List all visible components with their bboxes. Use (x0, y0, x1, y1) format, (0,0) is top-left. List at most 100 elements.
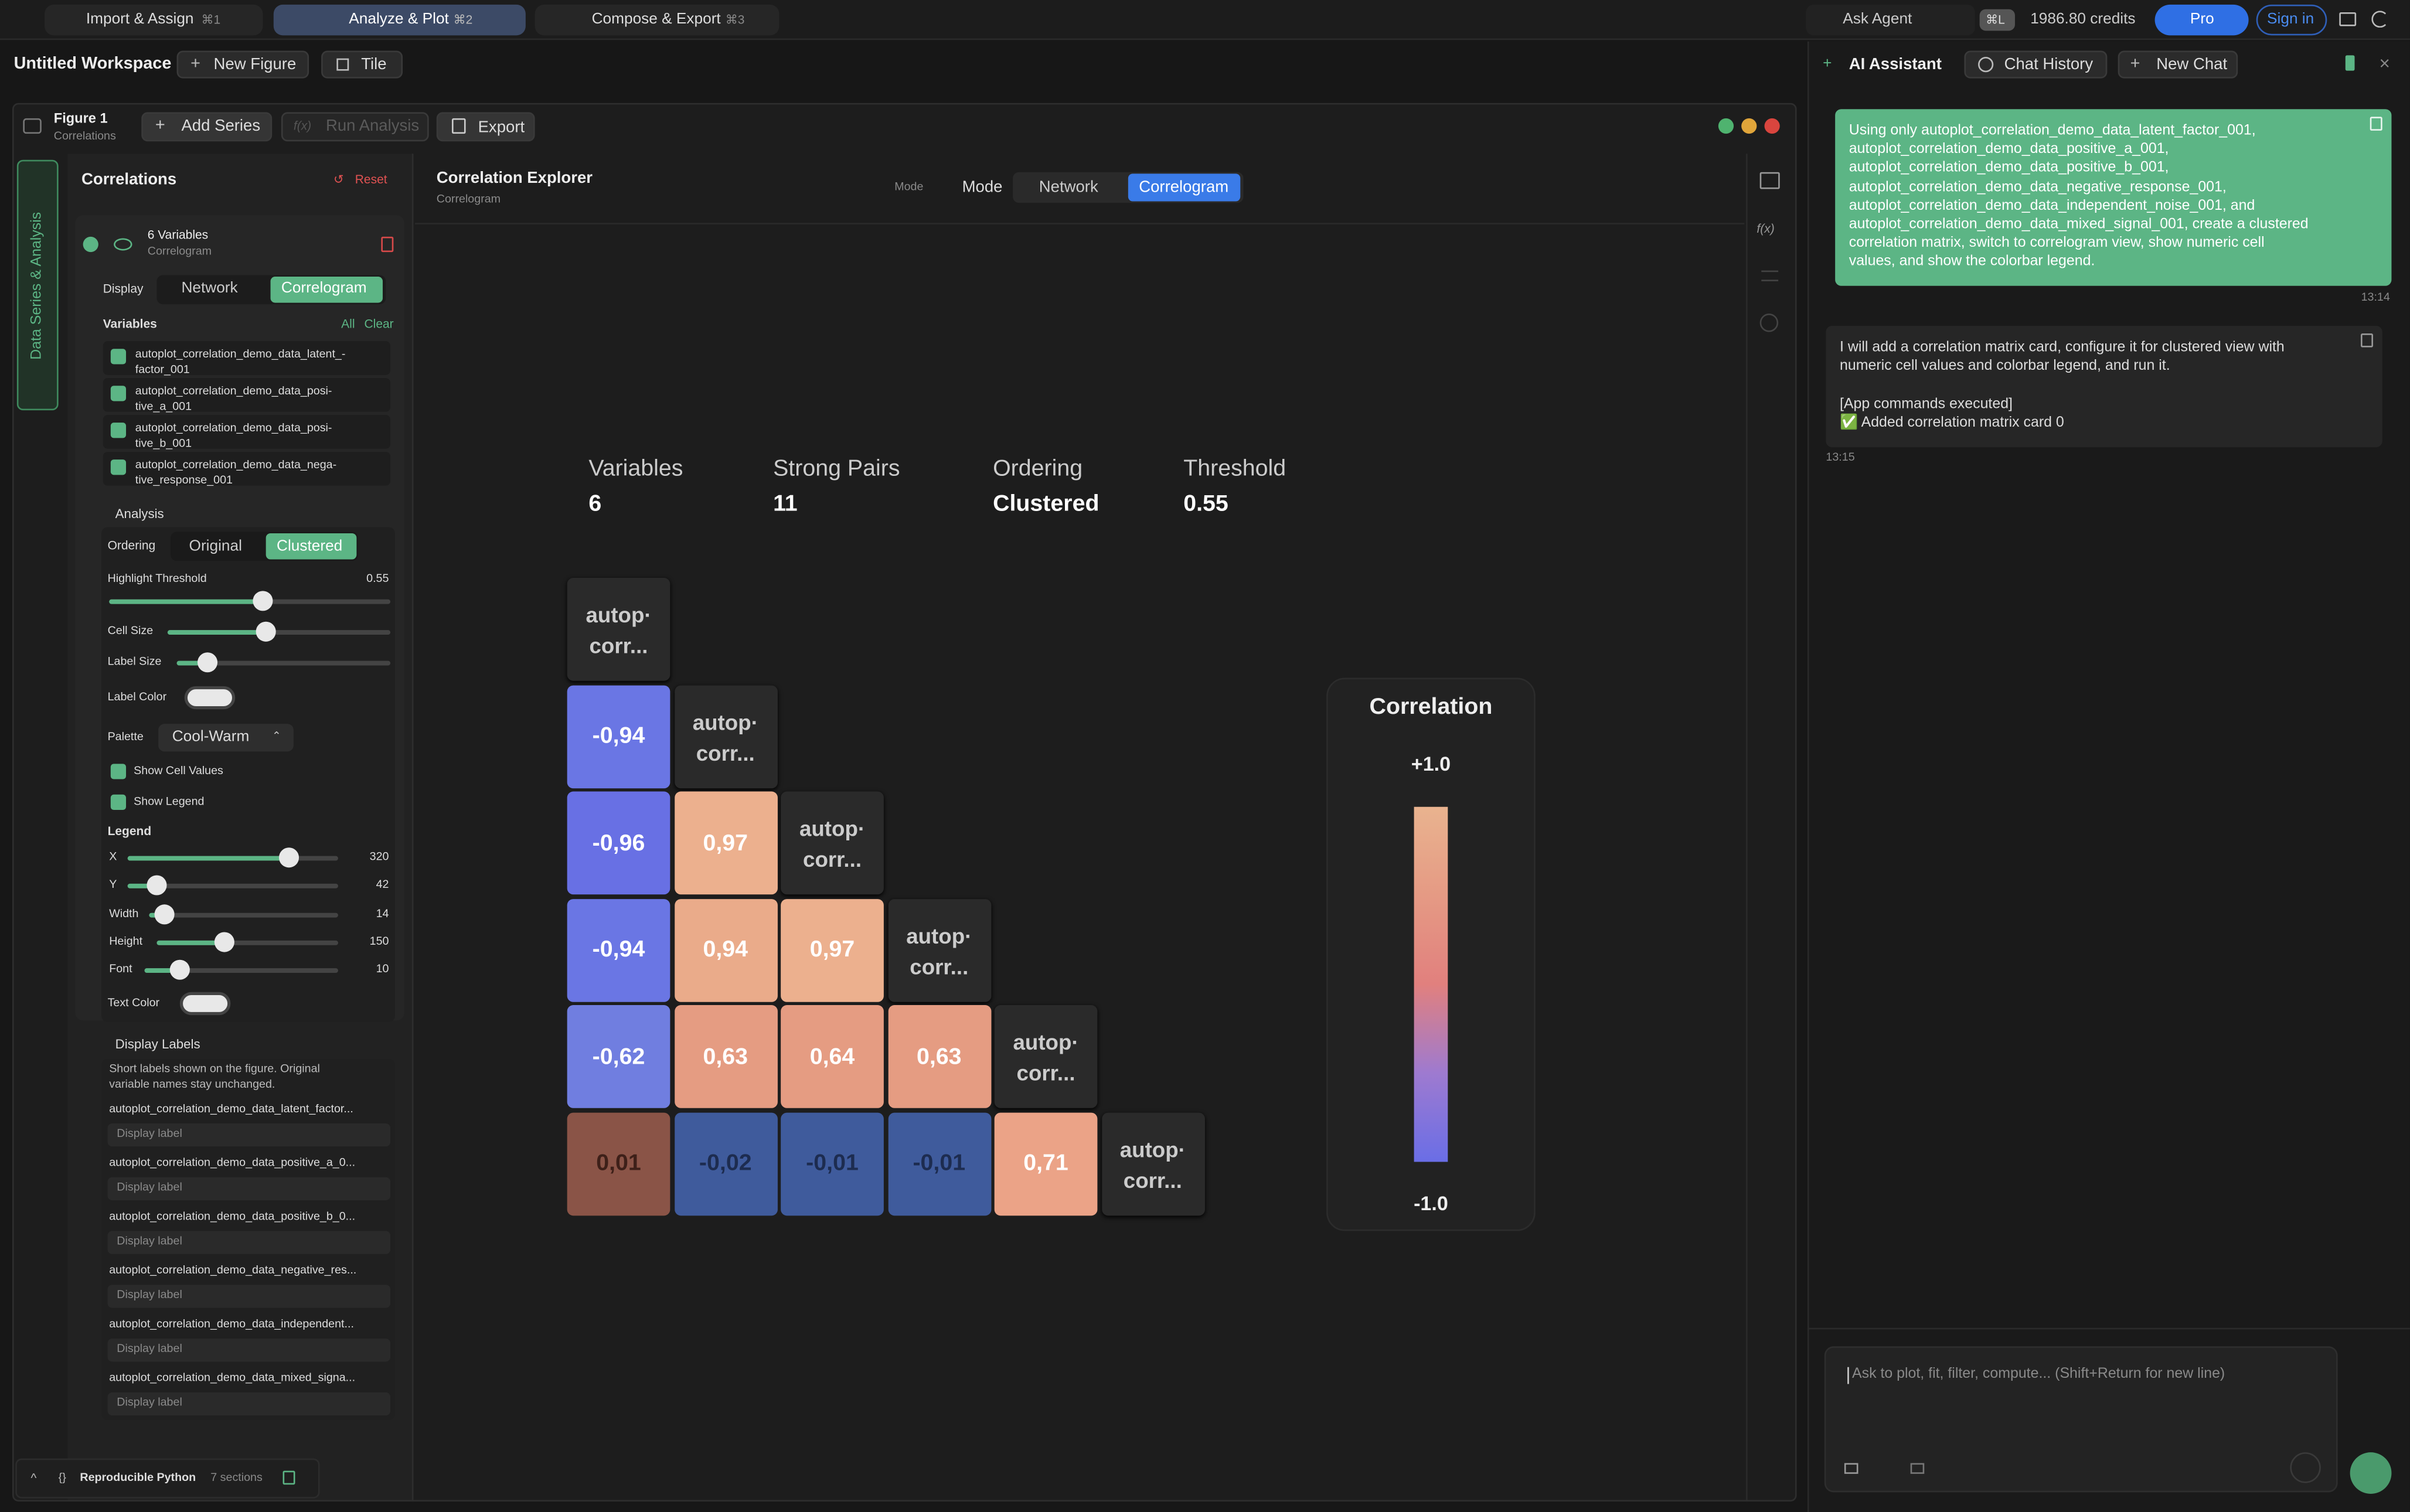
color-swatch[interactable] (184, 686, 236, 710)
close-icon[interactable]: × (2379, 52, 2390, 74)
label-input[interactable] (107, 1231, 391, 1254)
new-figure-button[interactable] (176, 50, 309, 79)
matrix-cell[interactable] (994, 1112, 1098, 1215)
variable-item[interactable] (103, 451, 391, 486)
matrix-cell[interactable] (673, 791, 777, 895)
label-input[interactable] (107, 1285, 391, 1308)
model-icon[interactable] (1844, 1463, 1858, 1474)
disabled-icon[interactable] (1759, 313, 1779, 332)
segment-option[interactable]: Correlogram (281, 280, 367, 297)
send-button[interactable] (2350, 1452, 2392, 1494)
color-swatch[interactable] (179, 992, 231, 1016)
progress-ring (2290, 1452, 2321, 1483)
variable-item[interactable] (103, 341, 391, 375)
collapse-icon[interactable] (83, 236, 98, 253)
panel-icon[interactable] (23, 118, 42, 134)
theme-icon[interactable] (2371, 11, 2389, 28)
segment-option[interactable]: Original (189, 538, 242, 556)
label-input[interactable] (107, 1339, 391, 1362)
tab[interactable] (535, 4, 779, 36)
book-icon[interactable] (2339, 12, 2357, 26)
checkbox[interactable] (110, 764, 127, 779)
footer-note: 7 sections (210, 1470, 263, 1484)
slider-knob[interactable] (256, 621, 276, 642)
matrix-cell[interactable] (673, 1112, 777, 1215)
delete-icon[interactable] (381, 236, 394, 253)
tab[interactable] (45, 4, 263, 36)
slider-knob[interactable] (253, 591, 273, 611)
checkbox[interactable] (110, 423, 127, 438)
reset-button[interactable]: Reset (355, 172, 387, 187)
segment-active[interactable] (265, 533, 357, 560)
segment-active[interactable] (270, 277, 383, 303)
sign-in-button[interactable] (2256, 4, 2327, 36)
matrix-cell[interactable] (567, 1005, 670, 1108)
window-dot[interactable] (1741, 118, 1757, 134)
message-line: autoplot_correlation_demo_data_independe… (1849, 197, 2255, 214)
slider-knob[interactable] (197, 652, 218, 673)
segment-option[interactable]: Correlogram (1139, 178, 1229, 197)
slider-knob[interactable] (169, 959, 190, 980)
python-footer[interactable] (15, 1458, 320, 1499)
folder-icon[interactable] (1910, 1463, 1925, 1474)
matrix-cell[interactable] (781, 1005, 884, 1108)
copy-icon[interactable] (282, 1470, 295, 1485)
variable-item[interactable] (103, 378, 391, 412)
cell-value: 0,94 (703, 937, 748, 963)
slider-knob[interactable] (147, 875, 167, 895)
segment-option[interactable]: Network (1039, 178, 1098, 197)
slider-fill (127, 856, 290, 861)
segment-option[interactable]: Network (181, 280, 238, 297)
matrix-cell[interactable] (887, 1112, 991, 1215)
checkbox[interactable] (110, 794, 127, 811)
checkbox[interactable] (110, 386, 127, 401)
visibility-icon[interactable] (114, 238, 132, 251)
matrix-cell[interactable] (673, 898, 777, 1002)
ask-agent[interactable] (1806, 4, 1975, 36)
slider-knob[interactable] (154, 904, 175, 925)
pin-icon[interactable] (2345, 55, 2355, 71)
divider (1807, 1327, 2410, 1330)
variable-item[interactable] (103, 415, 391, 449)
tile-button[interactable] (321, 50, 403, 79)
copy-icon[interactable] (2361, 333, 2373, 348)
matrix-cell[interactable] (887, 1005, 991, 1108)
reply-line: ✅ Added correlation matrix card 0 (1840, 414, 2064, 431)
matrix-cell[interactable] (781, 898, 884, 1002)
pro-button[interactable] (2154, 4, 2249, 36)
label-input[interactable] (107, 1392, 391, 1416)
chat-history-label: Chat History (2004, 55, 2094, 74)
label-input[interactable] (107, 1177, 391, 1201)
window-dot[interactable] (1718, 118, 1734, 134)
palette-select[interactable] (158, 724, 294, 752)
matrix-cell[interactable] (567, 685, 670, 788)
plus-icon: + (155, 116, 165, 135)
matrix-cell[interactable] (673, 1005, 777, 1108)
slider-knob[interactable] (278, 847, 299, 868)
segment-active[interactable] (1128, 173, 1241, 202)
new-chat-button[interactable] (2118, 50, 2238, 79)
reset-icon[interactable]: ↺ (333, 172, 344, 187)
tab-active[interactable] (273, 4, 526, 36)
add-series-button[interactable] (141, 112, 273, 142)
input-placeholder: Ask to plot, fit, filter, compute... (Sh… (1847, 1365, 2225, 1384)
select-all[interactable]: All (341, 317, 355, 331)
run-analysis-button[interactable] (281, 112, 429, 142)
checkbox[interactable] (110, 459, 127, 475)
list-icon[interactable] (1761, 270, 1779, 281)
table-icon[interactable] (1759, 172, 1780, 189)
checkbox[interactable] (110, 349, 127, 365)
matrix-cell[interactable] (567, 898, 670, 1002)
label-input[interactable] (107, 1123, 391, 1147)
fx-icon[interactable]: f(x) (1757, 222, 1775, 236)
chat-input[interactable] (1824, 1346, 2338, 1493)
slider-knob[interactable] (214, 932, 234, 952)
vertical-tab[interactable] (16, 159, 59, 411)
select-clear[interactable]: Clear (364, 317, 394, 331)
matrix-cell[interactable] (781, 1112, 884, 1215)
segment-option[interactable]: Clustered (277, 538, 343, 556)
copy-icon[interactable] (2370, 117, 2382, 131)
matrix-cell[interactable] (567, 791, 670, 895)
window-dot[interactable] (1764, 118, 1780, 134)
matrix-cell[interactable] (567, 1112, 670, 1215)
